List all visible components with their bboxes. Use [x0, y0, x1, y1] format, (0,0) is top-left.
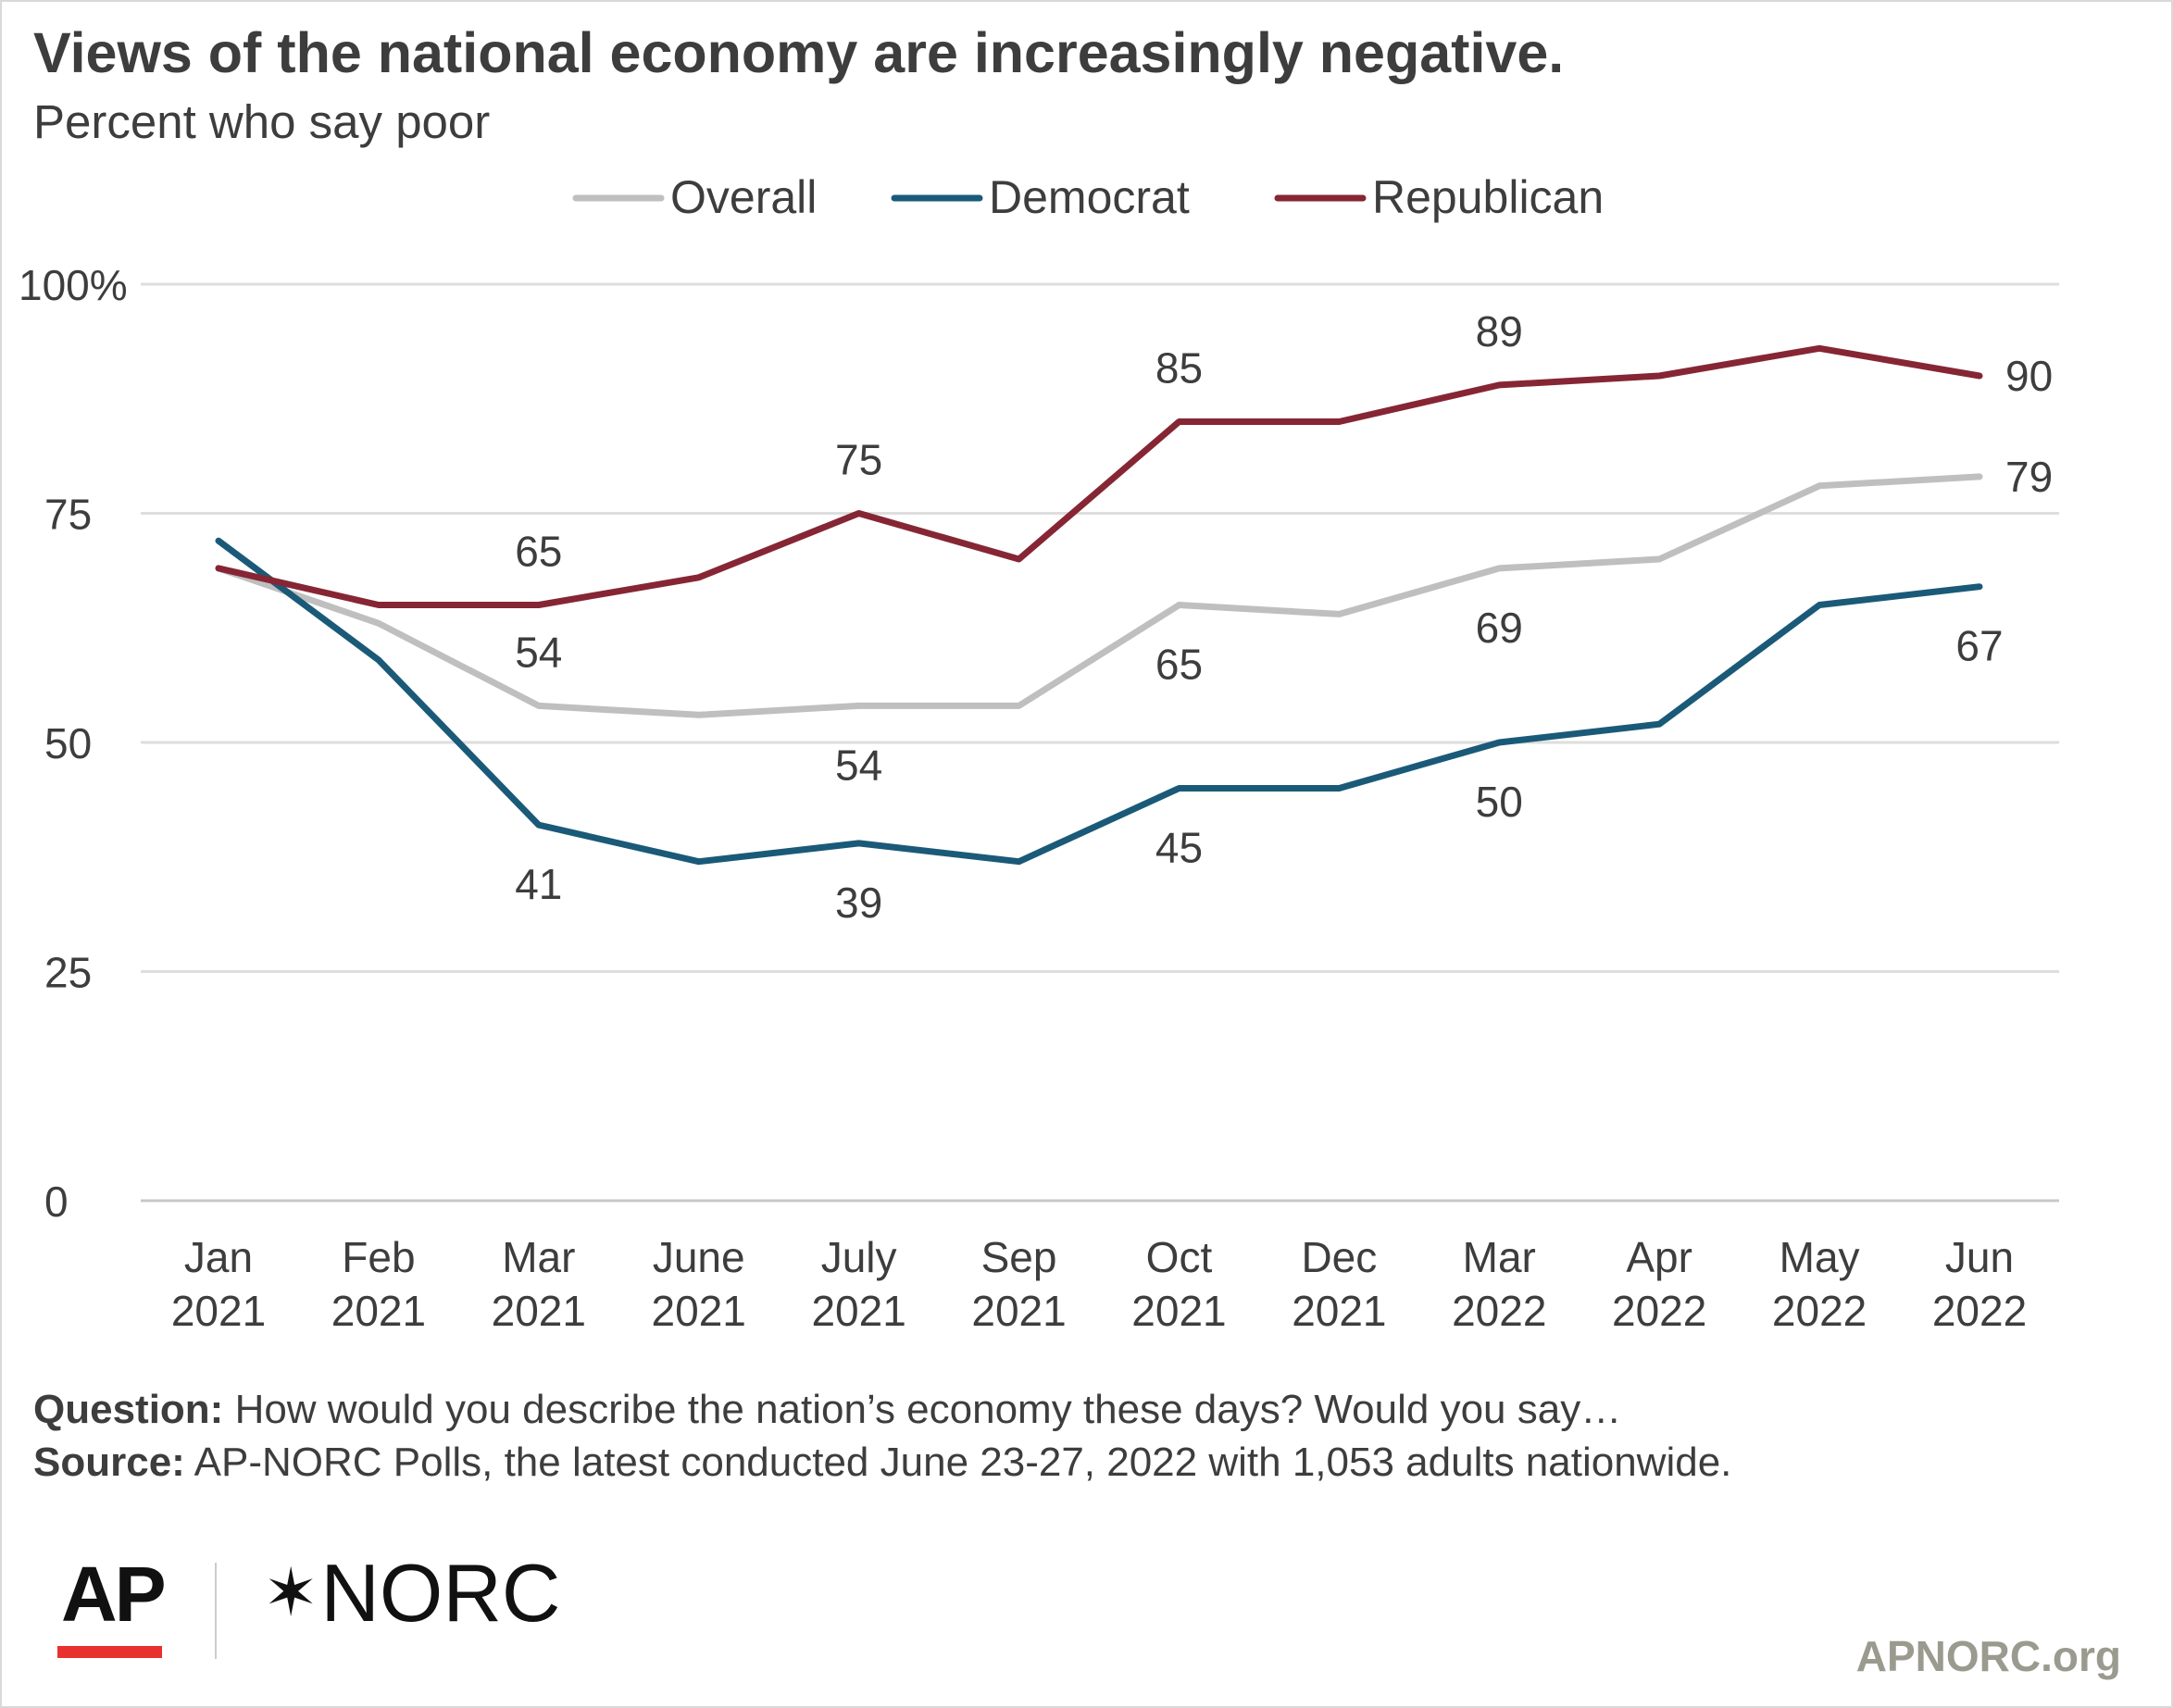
logo-divider: [215, 1563, 217, 1659]
data-label: 50: [1476, 778, 1523, 826]
x-axis: Jan 2021 Feb 2021 Mar 2021 June 2021 July 2021 Sep…: [171, 1233, 2027, 1335]
x-tick-label: Feb 2021: [331, 1233, 426, 1335]
data-label: 67: [1955, 622, 2003, 670]
ap-logo-underline: [57, 1646, 162, 1658]
series-line-overall: [215, 473, 1983, 718]
x-tick-label: Mar 2022: [1452, 1233, 1546, 1335]
x-tick-label: Mar 2021: [492, 1233, 586, 1335]
x-tick-label: Jan 2021: [171, 1233, 266, 1335]
legend-label-democrat: Democrat: [989, 171, 1190, 223]
series-line-republican: [215, 344, 1983, 608]
x-tick-label: May 2022: [1772, 1233, 1867, 1335]
question-label: Question:: [33, 1387, 224, 1432]
data-label: 45: [1155, 824, 1203, 872]
data-label: 90: [2005, 352, 2053, 400]
source-label: Source:: [33, 1440, 185, 1485]
question-text: How would you describe the nation’s econ…: [234, 1387, 1622, 1432]
data-label: 54: [515, 628, 562, 676]
chart-title: Views of the national economy are increa…: [33, 21, 1565, 84]
data-label: 54: [835, 741, 882, 789]
y-tick-label: 25: [44, 949, 92, 997]
norc-logo-text: NORC: [320, 1547, 561, 1639]
line-chart: Overall Democrat Republican 100% 75 50 25 0 Ja…: [19, 171, 2059, 1335]
norc-star-icon: ✶: [263, 1556, 319, 1630]
norc-logo: ✶NORC: [263, 1546, 560, 1640]
y-tick-label: 75: [44, 491, 92, 539]
ap-logo: AP: [61, 1551, 167, 1638]
data-label: 69: [1476, 604, 1523, 652]
data-label: 39: [835, 879, 882, 927]
site-link[interactable]: APNORC.org: [1855, 1632, 2121, 1680]
source-text: AP-NORC Polls, the latest conducted June…: [194, 1440, 1732, 1485]
series-line-democrat: [215, 537, 1983, 866]
data-label: 85: [1155, 344, 1203, 393]
chart-subtitle: Percent who say poor: [33, 95, 491, 148]
chart-notes: Question: How would you describe the nat…: [33, 1383, 1731, 1489]
data-label: 65: [1155, 641, 1203, 689]
legend-label-republican: Republican: [1372, 171, 1604, 223]
question-note: Question: How would you describe the nat…: [33, 1383, 1731, 1436]
x-tick-label: Apr 2022: [1612, 1233, 1706, 1335]
data-label: 89: [1476, 307, 1523, 355]
y-tick-label: 100%: [19, 261, 128, 309]
y-tick-label: 0: [44, 1178, 69, 1226]
x-tick-label: July 2021: [811, 1233, 905, 1335]
source-note: Source: AP-NORC Polls, the latest conduc…: [33, 1436, 1731, 1489]
data-labels: 54 54 65 69 79 41 39 45 50 67 65 75 85 89 90: [515, 307, 2053, 927]
x-tick-label: Sep 2021: [971, 1233, 1066, 1335]
legend-label-overall: Overall: [670, 171, 817, 223]
series-lines: [215, 344, 1983, 866]
y-axis: 100% 75 50 25 0: [19, 261, 128, 1226]
x-tick-label: Dec 2021: [1292, 1233, 1386, 1335]
data-label: 41: [515, 860, 562, 908]
data-label: 75: [835, 436, 882, 484]
data-label: 65: [515, 528, 562, 576]
data-label: 79: [2005, 453, 2053, 501]
x-tick-label: June 2021: [652, 1233, 746, 1335]
legend: Overall Democrat Republican: [572, 171, 1604, 223]
x-tick-label: Jun 2022: [1932, 1233, 2027, 1335]
grid: [141, 282, 2059, 1203]
x-tick-label: Oct 2021: [1131, 1233, 1226, 1335]
y-tick-label: 50: [44, 719, 92, 767]
